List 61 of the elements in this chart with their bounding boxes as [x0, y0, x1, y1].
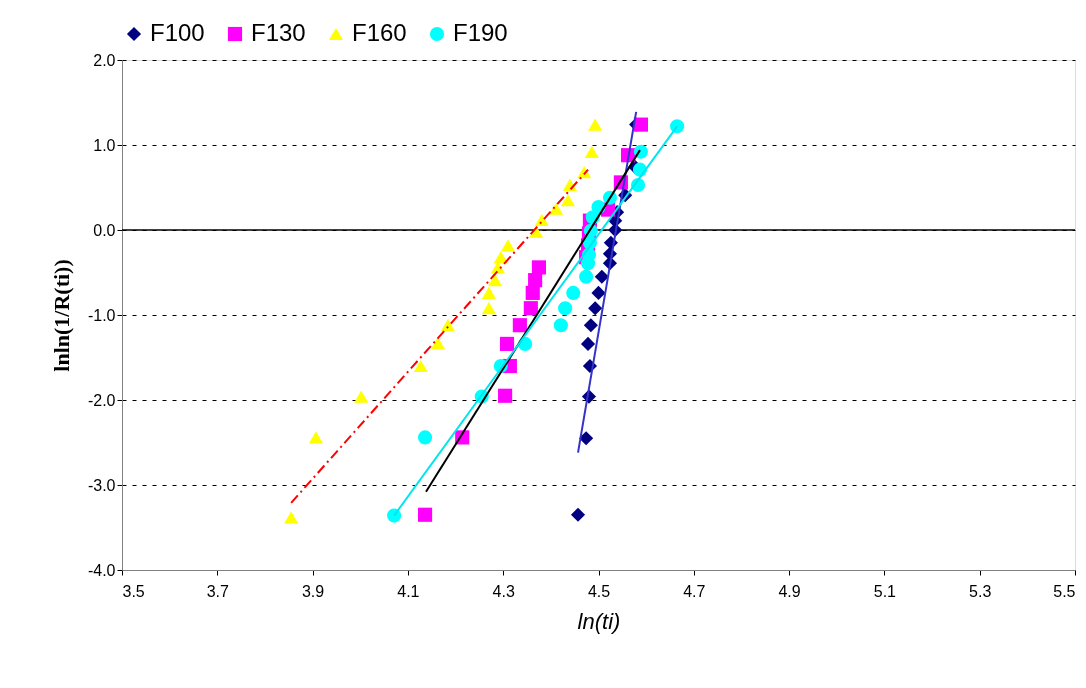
point [488, 274, 503, 287]
x-tick-label: 4.5 [587, 582, 611, 600]
x-tick-label: 3.5 [122, 582, 145, 600]
y-axis-title: lnln(1/R(ti)) [48, 259, 74, 372]
point [584, 145, 599, 158]
y-tick-label: -2.0 [87, 391, 116, 409]
point [481, 302, 496, 315]
point [500, 239, 516, 252]
point [566, 285, 581, 300]
point [499, 336, 515, 351]
legend-label: F130 [251, 19, 306, 46]
point [531, 260, 547, 275]
point [553, 318, 568, 333]
x-tick-label: 3.9 [301, 582, 325, 600]
point [579, 431, 594, 446]
x-tick-label: 4.1 [397, 582, 420, 600]
point [579, 269, 594, 284]
legend-label: F190 [453, 19, 508, 46]
point [523, 301, 538, 316]
point [528, 273, 543, 288]
point [284, 511, 299, 524]
point [558, 301, 573, 316]
x-tick-label: 4.3 [492, 582, 515, 600]
point [633, 117, 648, 132]
y-tick-label: 0.0 [93, 221, 116, 239]
legend-label: F100 [150, 19, 205, 46]
x-tick-label: 3.7 [206, 582, 230, 600]
point [591, 285, 606, 300]
x-tick-label: 5.3 [969, 582, 992, 600]
x-tick-label: 5.1 [873, 582, 897, 600]
point [588, 118, 603, 131]
point [481, 286, 496, 300]
y-tick-label: -3.0 [87, 476, 116, 494]
point [308, 431, 324, 444]
point [417, 430, 433, 445]
point [534, 213, 549, 226]
legend-label: F160 [352, 19, 407, 46]
x-axis-title: ln(ti) [577, 608, 621, 634]
point [560, 194, 576, 207]
point [430, 336, 445, 350]
point [549, 202, 564, 215]
x-tick-label: 4.7 [683, 582, 706, 600]
y-tick-label: -1.0 [87, 306, 116, 324]
point [354, 390, 369, 403]
x-tick-label: 4.9 [778, 582, 801, 600]
point [413, 359, 428, 373]
point [580, 336, 596, 351]
point [512, 318, 527, 333]
y-tick-label: 2.0 [93, 51, 116, 69]
x-tick-label: 5.5 [1053, 582, 1076, 600]
point [594, 269, 609, 284]
y-tick-label: 1.0 [93, 136, 116, 154]
point [498, 388, 513, 403]
point [387, 508, 402, 523]
point [670, 119, 685, 134]
point [417, 507, 433, 522]
point [570, 507, 586, 522]
point [588, 301, 603, 316]
point [583, 318, 598, 333]
point [525, 285, 540, 300]
y-tick-label: -4.0 [87, 561, 116, 579]
